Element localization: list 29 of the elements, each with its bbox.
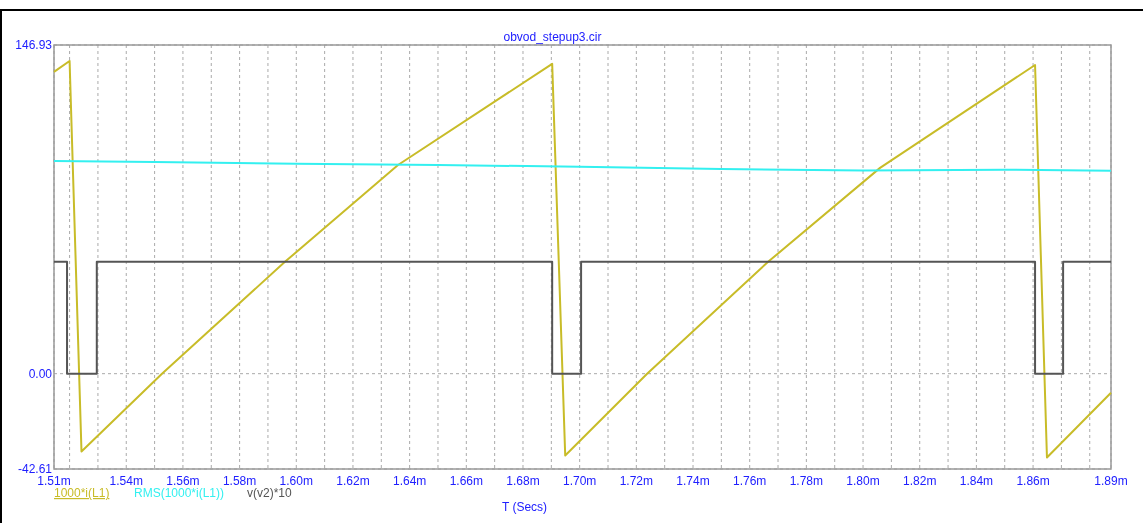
x-tick-label: 1.82m — [903, 474, 937, 488]
x-tick-label: 1.84m — [959, 474, 994, 488]
text: RMS(1000*i(L1)) — [134, 486, 225, 500]
line-series — [53, 59, 1112, 459]
x-tick-label: 1.51m — [37, 474, 71, 488]
y-tick-label: 0.00 — [28, 366, 53, 381]
x-axis-title: T (Secs) — [501, 500, 548, 514]
x-tick-label: 1.80m — [846, 474, 880, 488]
text: v(v2)*10 — [247, 486, 293, 500]
chart-title: obvod_stepup3.cir — [503, 30, 602, 44]
x-tick-label: 1.76m — [733, 474, 767, 488]
x-tick-label: 1.78m — [789, 474, 824, 488]
text: 1000*i(L1) — [54, 486, 110, 500]
x-tick-label: 1.54m — [109, 474, 143, 488]
x-tick-label: 1.56m — [166, 474, 200, 488]
x-tick-label: 1.68m — [506, 474, 540, 488]
y-tick-label: 146.93 — [15, 38, 53, 52]
x-tick-label: 1.86m — [1016, 474, 1050, 488]
x-tick-label: 1.72m — [619, 474, 654, 488]
x-tick-label: 1.66m — [449, 474, 483, 488]
x-tick-label: 1.64m — [392, 474, 427, 488]
x-tick-label: 1.62m — [336, 474, 370, 488]
y-tick-label: -42.61 — [17, 462, 53, 476]
x-tick-label: 1.89m — [1094, 474, 1128, 488]
x-tick-label: 1.58m — [222, 474, 257, 488]
x-tick-label: 1.70m — [562, 474, 597, 488]
x-tick-label: 1.74m — [676, 474, 710, 488]
line-series — [53, 159, 1112, 172]
x-tick-label: 1.60m — [279, 474, 313, 488]
